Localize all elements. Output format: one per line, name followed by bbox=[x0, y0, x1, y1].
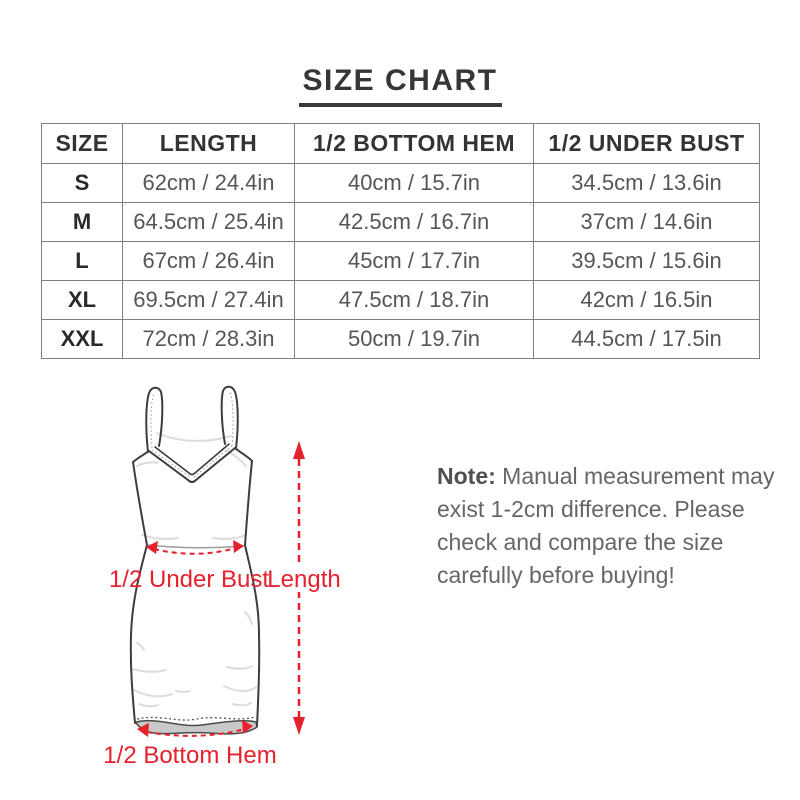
arrow-right-icon bbox=[242, 720, 253, 734]
cell-length: 72cm / 28.3in bbox=[122, 319, 295, 359]
dress-illustration bbox=[129, 385, 261, 735]
bottom-hem-label: 1/2 Bottom Hem bbox=[103, 742, 276, 769]
cell-under-bust: 34.5cm / 13.6in bbox=[533, 163, 760, 203]
length-arrow bbox=[293, 441, 305, 735]
note-line: Note: Manual measurement may bbox=[437, 460, 777, 493]
cell-under-bust: 42cm / 16.5in bbox=[533, 280, 760, 320]
table-row-m: M 64.5cm / 25.4in 42.5cm / 16.7in 37cm /… bbox=[41, 202, 760, 242]
dress-outline bbox=[129, 385, 261, 727]
cell-size: XXL bbox=[41, 319, 123, 359]
cell-bottom-hem: 40cm / 15.7in bbox=[294, 163, 534, 203]
cell-length: 67cm / 26.4in bbox=[122, 241, 295, 281]
table-row-s: S 62cm / 24.4in 40cm / 15.7in 34.5cm / 1… bbox=[41, 163, 760, 203]
table-row-xl: XL 69.5cm / 27.4in 47.5cm / 18.7in 42cm … bbox=[41, 280, 760, 320]
cell-length: 62cm / 24.4in bbox=[122, 163, 295, 203]
col-header-bottom-hem: 1/2 BOTTOM HEM bbox=[294, 123, 534, 164]
cell-size: M bbox=[41, 202, 123, 242]
cell-under-bust: 37cm / 14.6in bbox=[533, 202, 760, 242]
cell-bottom-hem: 50cm / 19.7in bbox=[294, 319, 534, 359]
length-label: Length bbox=[267, 566, 340, 593]
cell-bottom-hem: 47.5cm / 18.7in bbox=[294, 280, 534, 320]
hem-stitch-line bbox=[136, 716, 256, 721]
arrow-left-icon bbox=[137, 723, 149, 737]
cell-size: XL bbox=[41, 280, 123, 320]
col-header-size: SIZE bbox=[41, 123, 123, 164]
measurement-note: Note: Manual measurement may exist 1-2cm… bbox=[437, 460, 777, 592]
under-bust-label: 1/2 Under Bust bbox=[109, 566, 269, 593]
note-line: carefully before buying! bbox=[437, 562, 675, 588]
col-header-under-bust: 1/2 UNDER BUST bbox=[533, 123, 760, 164]
note-text: Manual measurement may bbox=[495, 463, 775, 489]
fabric-wrinkles bbox=[132, 432, 257, 708]
col-header-length: LENGTH bbox=[122, 123, 295, 164]
note-line: exist 1-2cm difference. Please bbox=[437, 496, 745, 522]
cell-length: 69.5cm / 27.4in bbox=[122, 280, 295, 320]
arrow-right-icon bbox=[233, 540, 244, 553]
dress-body bbox=[130, 448, 260, 726]
bottom-hem-arrow bbox=[137, 720, 253, 737]
cell-size: L bbox=[41, 241, 123, 281]
size-chart-table: SIZE LENGTH 1/2 BOTTOM HEM 1/2 UNDER BUS… bbox=[41, 123, 760, 359]
cell-under-bust: 39.5cm / 15.6in bbox=[533, 241, 760, 281]
page-title-wrap: SIZE CHART bbox=[0, 64, 800, 107]
trim-stitching bbox=[150, 391, 234, 478]
cell-bottom-hem: 45cm / 17.7in bbox=[294, 241, 534, 281]
arrow-left-icon bbox=[146, 541, 158, 554]
cell-size: S bbox=[41, 163, 123, 203]
cell-bottom-hem: 42.5cm / 16.7in bbox=[294, 202, 534, 242]
under-bust-arrow bbox=[146, 540, 244, 555]
page-title: SIZE CHART bbox=[298, 64, 502, 107]
length-label-backdrop bbox=[268, 562, 341, 592]
note-label: Note: bbox=[437, 463, 496, 489]
table-row-xxl: XXL 72cm / 28.3in 50cm / 19.7in 44.5cm /… bbox=[41, 319, 760, 359]
dress-measurement-diagram: 1/2 Under Bust Length 1/2 Bottom Hem bbox=[103, 385, 341, 769]
table-row-l: L 67cm / 26.4in 45cm / 17.7in 39.5cm / 1… bbox=[41, 241, 760, 281]
cell-under-bust: 44.5cm / 17.5in bbox=[533, 319, 760, 359]
cell-length: 64.5cm / 25.4in bbox=[122, 202, 295, 242]
table-header-row: SIZE LENGTH 1/2 BOTTOM HEM 1/2 UNDER BUS… bbox=[41, 123, 760, 164]
arrow-up-icon bbox=[293, 441, 305, 459]
measurement-annotations: 1/2 Under Bust Length 1/2 Bottom Hem bbox=[103, 441, 341, 769]
note-line: check and compare the size bbox=[437, 529, 724, 555]
arrow-down-icon bbox=[293, 717, 305, 735]
